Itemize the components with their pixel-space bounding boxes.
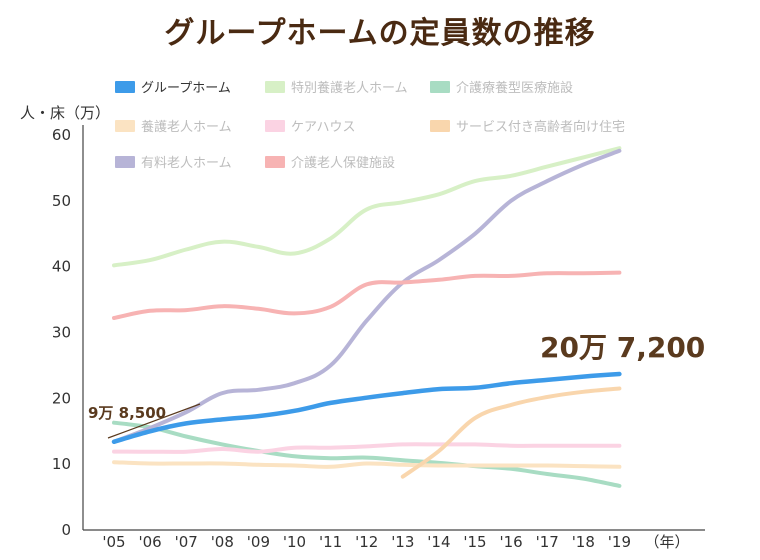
x-tick-label: '15	[463, 533, 486, 551]
series-line-5	[400, 386, 622, 479]
x-tick-label: '13	[391, 533, 414, 551]
legend-label: グループホーム	[141, 81, 231, 96]
x-tick-label: '06	[138, 533, 161, 551]
legend-label: サービス付き高齢者向け住宅	[456, 119, 625, 135]
y-axis-label: 人・床（万）	[20, 104, 110, 122]
series-line-4	[112, 442, 622, 454]
chart-title: グループホームの定員数の推移	[164, 16, 596, 51]
legend-swatch	[115, 120, 135, 132]
series-line-7	[112, 270, 622, 321]
series-line-3	[112, 460, 622, 469]
annotations: 9万 8,500 20万 7,200	[88, 331, 705, 439]
y-tick-label: 60	[52, 126, 71, 144]
y-tick-label: 0	[61, 521, 71, 539]
legend-label: 特別養護老人ホーム	[291, 80, 408, 96]
annotation-2005-value: 9万 8,500	[88, 404, 166, 422]
x-tick-label: '17	[536, 533, 559, 551]
legend-label: ケアハウス	[291, 120, 355, 135]
y-tick-label: 30	[52, 324, 71, 342]
x-tick-label: '11	[319, 533, 342, 551]
series-line-2	[112, 420, 622, 488]
series-line-0	[111, 371, 622, 445]
legend-swatch	[115, 81, 135, 93]
series-line-1	[112, 146, 622, 268]
x-tick-label: '05	[102, 533, 125, 551]
legend-label: 介護老人保健施設	[291, 155, 395, 171]
legend-swatch	[430, 120, 450, 132]
x-tick-label: '19	[608, 533, 631, 551]
legend-label: 介護療養型医療施設	[456, 80, 573, 96]
series-lines	[111, 146, 622, 488]
x-tick-label: '18	[572, 533, 595, 551]
x-tick-label: '14	[427, 533, 450, 551]
legend-swatch	[265, 156, 285, 168]
y-tick-label: 40	[52, 258, 71, 276]
legend-label: 有料老人ホーム	[141, 156, 232, 171]
y-tick-label: 20	[52, 389, 71, 407]
legend-swatch	[265, 81, 285, 93]
annotation-pointer	[107, 403, 201, 439]
legend-swatch	[430, 81, 450, 93]
axes: 0 10 20 30 40 50 60 人・床（万） '05 '06 '07 '08 '09 '10 '11…	[20, 104, 705, 551]
series-line-6	[112, 148, 622, 444]
x-tick-label: '07	[175, 533, 198, 551]
x-tick-label: '10	[283, 533, 306, 551]
y-tick-label: 10	[52, 455, 71, 473]
legend-label: 養護老人ホーム	[141, 119, 232, 135]
x-axis-label: （年）	[644, 533, 689, 551]
y-tick-label: 50	[52, 192, 71, 210]
legend-swatch	[265, 120, 285, 132]
x-tick-label: '16	[499, 533, 522, 551]
x-tick-label: '12	[355, 533, 378, 551]
annotation-2019-value: 20万 7,200	[540, 331, 705, 364]
x-tick-label: '09	[247, 533, 270, 551]
x-tick-label: '08	[211, 533, 234, 551]
legend-swatch	[115, 156, 135, 168]
